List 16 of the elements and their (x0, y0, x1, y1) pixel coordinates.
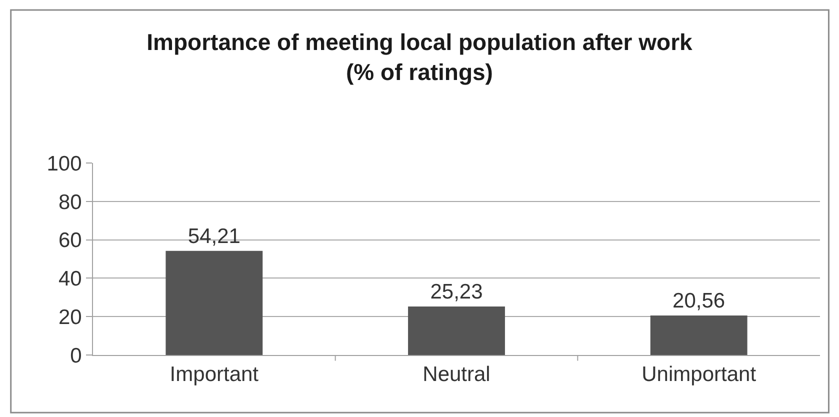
chart-title: Importance of meeting local population after work (% of ratings) (146, 29, 693, 85)
bar (408, 306, 505, 355)
x-tick-label: Neutral (422, 363, 490, 386)
y-tick-label: 0 (70, 344, 82, 368)
x-tick-label: Important (170, 363, 259, 386)
y-tick-label: 60 (58, 229, 82, 252)
y-tick-label: 20 (58, 306, 82, 329)
y-tick-label: 80 (58, 190, 82, 214)
data-label: 20,56 (672, 290, 726, 313)
data-label: 54,21 (188, 224, 240, 248)
bar (650, 316, 748, 355)
x-tick-label: Unimportant (642, 363, 756, 386)
bar (166, 250, 263, 355)
data-label: 25,23 (430, 280, 483, 304)
y-tick-label: 40 (58, 268, 82, 291)
y-tick-label: 100 (46, 152, 82, 176)
